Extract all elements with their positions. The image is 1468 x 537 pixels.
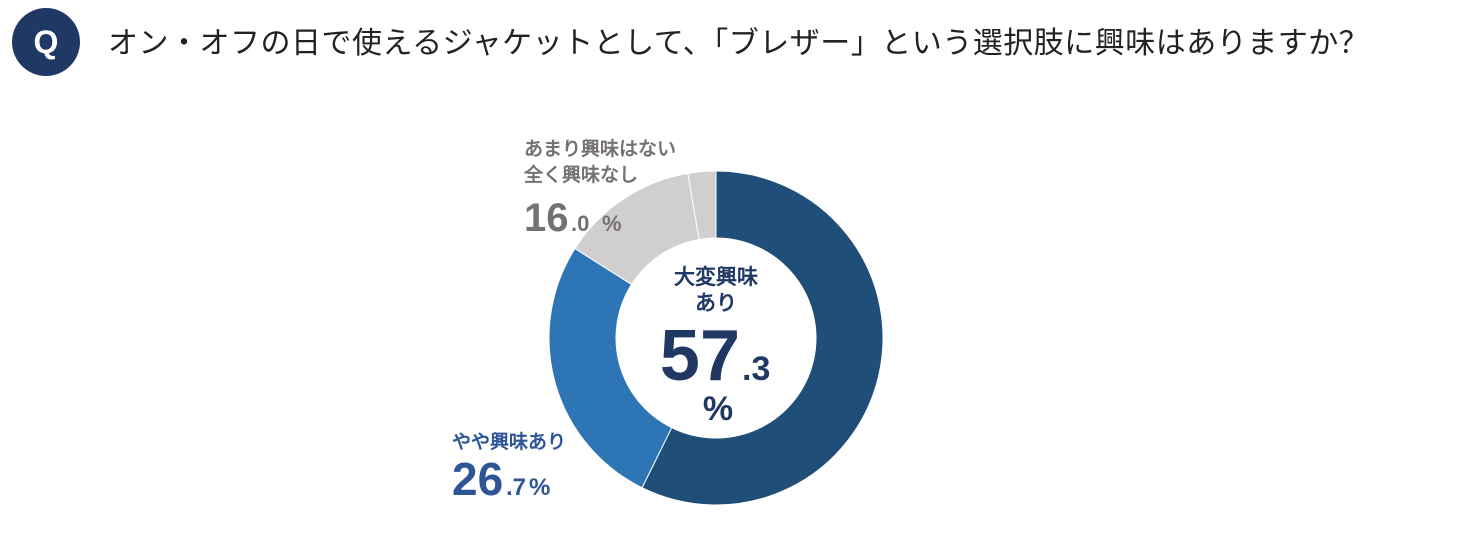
value-not-interested-int: 16 — [524, 196, 569, 240]
value-somewhat-interested-int: 26 — [452, 453, 503, 505]
value-not-interested-pct: % — [602, 211, 622, 236]
value-very-interested-int: 57 — [660, 316, 740, 396]
label-not-interested-line2: 全く興味なし — [523, 163, 638, 186]
label-somewhat-interested-line1: やや興味あり — [452, 431, 566, 453]
question-text: オン・オフの日で使えるジャケットとして、「ブレザー」という選択肢に興味はあります… — [108, 26, 1370, 61]
value-somewhat-interested-pct: % — [529, 474, 550, 501]
slice-1 — [641, 170, 884, 506]
label-not-interested: あまり興味はない 全く興味なし 16 .0 % — [523, 138, 676, 240]
label-very-interested-line1: 大変興味 — [674, 265, 758, 289]
value-not-interested-dec: .0 — [571, 211, 589, 236]
label-very-interested-line2: あり — [695, 291, 737, 315]
chart-slices — [548, 170, 884, 506]
value-somewhat-interested-dec: .7 — [506, 474, 526, 501]
label-not-interested-line1: あまり興味はない — [524, 138, 676, 160]
question-header: Q オン・オフの日で使えるジャケットとして、「ブレザー」という選択肢に興味はあり… — [12, 6, 1452, 76]
value-very-interested-pct: % — [703, 390, 733, 428]
value-very-interested-dec: .3 — [742, 350, 770, 388]
slice-4 — [687, 170, 717, 241]
q-badge: Q — [12, 8, 80, 76]
label-very-interested: 大変興味 あり 57 .3 % — [660, 265, 770, 428]
slice-2 — [548, 247, 673, 489]
label-somewhat-interested: やや興味あり 26 .7 % — [452, 431, 566, 505]
